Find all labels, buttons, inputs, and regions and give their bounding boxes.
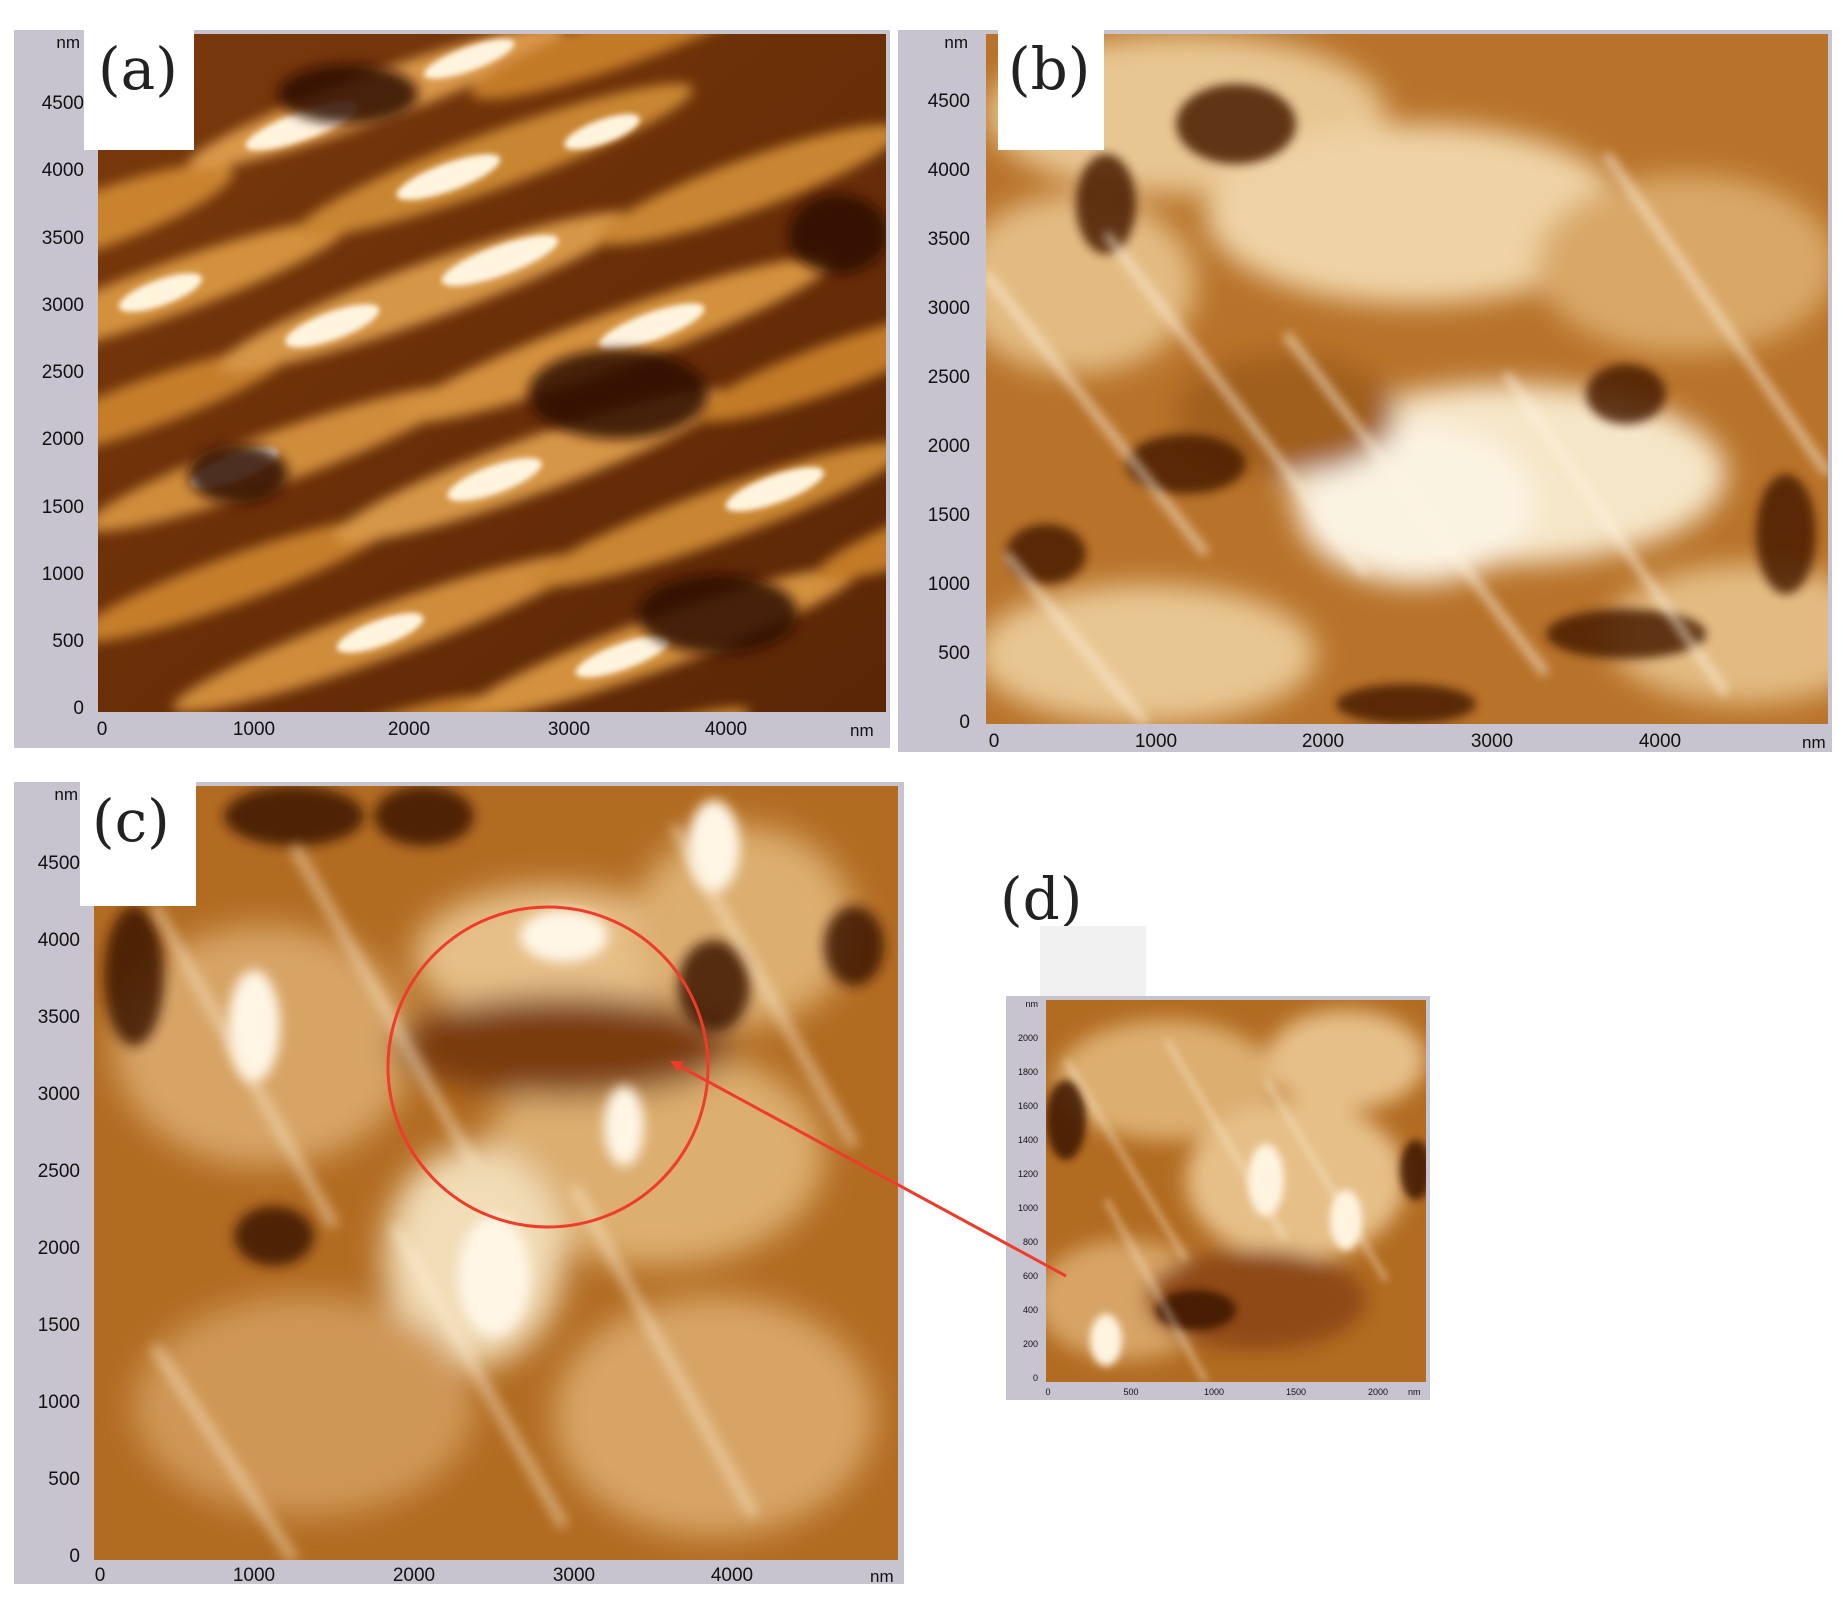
y-tick-label: 3000 (37, 1084, 80, 1105)
x-tick-label: 1000 (232, 719, 276, 740)
panel-a-y-unit: nm (56, 33, 80, 52)
x-tick-label: 0 (96, 719, 108, 740)
y-tick-label: 3500 (41, 228, 84, 249)
y-tick-label: 1500 (927, 505, 970, 526)
x-tick-label: 3000 (552, 1565, 596, 1586)
panel-c-label: (c) (80, 782, 196, 906)
panel-c-y-unit: nm (54, 785, 78, 804)
panel-c: nm 4500 4000 3500 3000 2500 2000 1500 10… (14, 782, 904, 1586)
y-tick-label: 1000 (927, 574, 970, 595)
y-tick-label: 3000 (927, 298, 970, 319)
y-tick-label: 600 (1022, 1271, 1038, 1281)
y-tick-label: 500 (938, 643, 970, 664)
y-tick-label: 2000 (37, 1238, 80, 1259)
panel-d-afm-image (1046, 1000, 1426, 1382)
y-tick-label: 1200 (1017, 1169, 1038, 1179)
y-tick-label: 1000 (1017, 1203, 1038, 1213)
y-tick-label: 2500 (37, 1161, 80, 1182)
y-tick-label: 500 (48, 1469, 80, 1490)
panel-d: nm 2000 1800 1600 1400 1200 1000 800 600… (1006, 996, 1430, 1400)
y-tick-label: 2500 (927, 367, 970, 388)
x-tick-label: 1000 (232, 1565, 276, 1586)
panel-b-x-unit: nm (1802, 733, 1826, 752)
y-tick-label: 1600 (1017, 1101, 1038, 1111)
panel-b-label: (b) (998, 30, 1104, 150)
y-tick-label: 4500 (37, 853, 80, 874)
y-tick-label: 2000 (927, 436, 970, 457)
y-tick-label: 4500 (927, 91, 970, 112)
y-tick-label: 2000 (41, 429, 84, 450)
panel-a-label: (a) (84, 30, 194, 150)
panel-a: nm 4500 4000 3500 3000 2500 2000 1500 10… (14, 30, 890, 748)
panel-d-label: (d) (1000, 865, 1083, 933)
panel-b: nm 4500 4000 3500 3000 2500 2000 1500 10… (898, 30, 1832, 752)
panel-a-x-unit: nm (850, 721, 874, 740)
y-tick-label: 1000 (41, 564, 84, 585)
y-tick-label: 0 (73, 698, 84, 719)
x-tick-label: 500 (1123, 1387, 1139, 1397)
y-tick-label: 4000 (41, 160, 84, 181)
x-tick-label: 2000 (387, 719, 431, 740)
panel-c-x-unit: nm (870, 1567, 894, 1586)
y-tick-label: 0 (69, 1546, 80, 1567)
x-tick-label: 4000 (1638, 731, 1682, 752)
x-tick-label: 4000 (704, 719, 748, 740)
panel-d-x-unit: nm (1408, 1387, 1421, 1397)
x-tick-label: 0 (988, 731, 1000, 752)
x-tick-label: 1000 (1203, 1387, 1225, 1397)
x-tick-label: 4000 (710, 1565, 754, 1586)
x-tick-label: 2000 (392, 1565, 436, 1586)
panel-c-afm-image (94, 786, 898, 1560)
y-tick-label: 1000 (37, 1392, 80, 1413)
y-tick-label: 4000 (37, 930, 80, 951)
y-tick-label: 1400 (1017, 1135, 1038, 1145)
y-tick-label: 2500 (41, 362, 84, 383)
x-tick-label: 1500 (1285, 1387, 1307, 1397)
panel-b-y-unit: nm (944, 33, 968, 52)
x-tick-label: 0 (94, 1565, 106, 1586)
panel-d-y-unit: nm (1025, 999, 1038, 1009)
y-tick-label: 0 (959, 712, 970, 733)
y-tick-label: 3500 (927, 229, 970, 250)
y-tick-label: 400 (1022, 1305, 1038, 1315)
y-tick-label: 0 (1032, 1373, 1038, 1383)
panel-d-label-patch (1040, 926, 1146, 996)
y-tick-label: 200 (1022, 1339, 1038, 1349)
y-tick-label: 1800 (1017, 1067, 1038, 1077)
y-tick-label: 4000 (927, 160, 970, 181)
y-tick-label: 3000 (41, 295, 84, 316)
y-tick-label: 4500 (41, 93, 84, 114)
y-tick-label: 1500 (41, 497, 84, 518)
y-tick-label: 500 (52, 631, 84, 652)
panel-b-afm-image (986, 34, 1828, 724)
x-tick-label: 1000 (1134, 731, 1178, 752)
y-tick-label: 3500 (37, 1007, 80, 1028)
x-tick-label: 3000 (1470, 731, 1514, 752)
panel-a-afm-image (98, 34, 886, 712)
x-tick-label: 0 (1045, 1387, 1051, 1397)
x-tick-label: 3000 (547, 719, 591, 740)
x-tick-label: 2000 (1301, 731, 1345, 752)
y-tick-label: 1500 (37, 1315, 80, 1336)
y-tick-label: 2000 (1017, 1033, 1038, 1043)
x-tick-label: 2000 (1367, 1387, 1389, 1397)
y-tick-label: 800 (1022, 1237, 1038, 1247)
